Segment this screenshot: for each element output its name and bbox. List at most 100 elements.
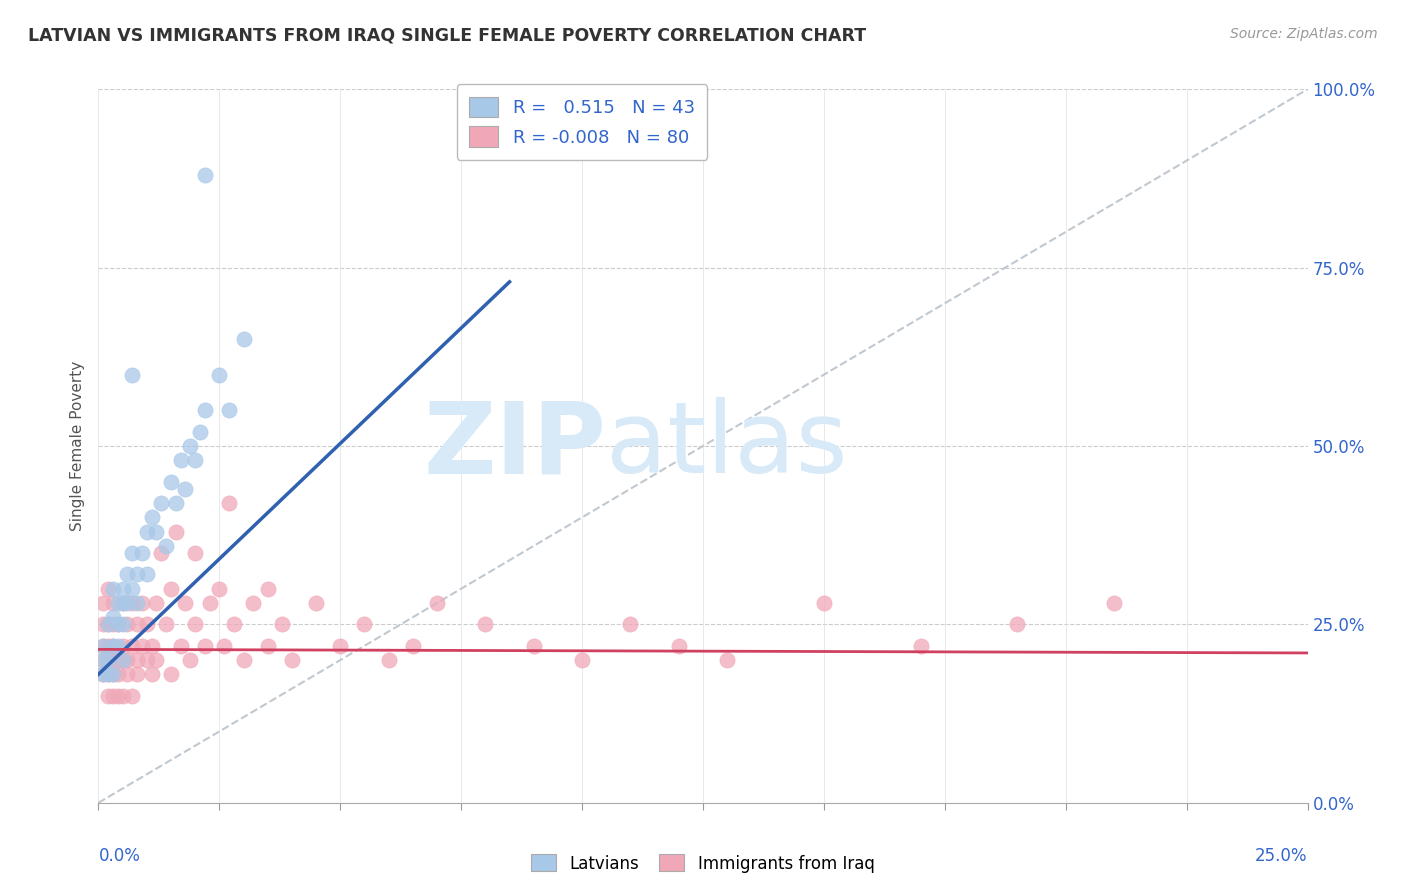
Point [218, 496, 240, 510]
Point [242, 596, 264, 610]
Point [179, 653, 201, 667]
Point [111, 617, 134, 632]
Point [160, 582, 183, 596]
Point [474, 617, 496, 632]
Point [813, 596, 835, 610]
Text: ZIP: ZIP [423, 398, 606, 494]
Point [107, 639, 129, 653]
Point [571, 653, 593, 667]
Point [107, 667, 129, 681]
Point [91, 639, 114, 653]
Point [101, 667, 124, 681]
Text: atlas: atlas [606, 398, 848, 494]
Point [523, 639, 546, 653]
Point [101, 610, 124, 624]
Point [377, 653, 399, 667]
Legend: Latvians, Immigrants from Iraq: Latvians, Immigrants from Iraq [524, 847, 882, 880]
Y-axis label: Single Female Poverty: Single Female Poverty [70, 361, 86, 531]
Point [222, 617, 245, 632]
Point [256, 582, 278, 596]
Point [97, 617, 120, 632]
Point [141, 639, 163, 653]
Point [271, 617, 294, 632]
Point [107, 596, 129, 610]
Point [135, 567, 157, 582]
Point [910, 639, 932, 653]
Point [117, 667, 139, 681]
Point [97, 582, 120, 596]
Point [141, 510, 163, 524]
Point [97, 667, 120, 681]
Point [117, 653, 139, 667]
Point [97, 653, 120, 667]
Point [165, 496, 187, 510]
Point [127, 667, 149, 681]
Point [127, 653, 149, 667]
Point [121, 368, 143, 382]
Point [121, 582, 143, 596]
Point [281, 653, 304, 667]
Point [212, 639, 235, 653]
Point [169, 639, 191, 653]
Point [232, 653, 254, 667]
Point [194, 403, 217, 417]
Point [91, 653, 114, 667]
Point [305, 596, 328, 610]
Point [426, 596, 449, 610]
Point [111, 653, 134, 667]
Point [184, 617, 207, 632]
Text: LATVIAN VS IMMIGRANTS FROM IRAQ SINGLE FEMALE POVERTY CORRELATION CHART: LATVIAN VS IMMIGRANTS FROM IRAQ SINGLE F… [28, 27, 866, 45]
Point [619, 617, 641, 632]
Point [107, 689, 129, 703]
Point [91, 596, 114, 610]
Point [155, 617, 177, 632]
Point [97, 653, 120, 667]
Point [716, 653, 738, 667]
Point [141, 667, 163, 681]
Point [127, 567, 149, 582]
Point [184, 546, 207, 560]
Point [101, 617, 124, 632]
Point [121, 596, 143, 610]
Point [117, 617, 139, 632]
Point [101, 596, 124, 610]
Point [101, 653, 124, 667]
Point [135, 617, 157, 632]
Point [198, 596, 221, 610]
Point [97, 667, 120, 681]
Point [188, 425, 211, 439]
Point [194, 639, 217, 653]
Point [1007, 617, 1029, 632]
Point [131, 639, 153, 653]
Point [107, 653, 129, 667]
Point [127, 617, 149, 632]
Point [402, 639, 425, 653]
Point [329, 639, 352, 653]
Point [107, 617, 129, 632]
Point [101, 667, 124, 681]
Point [111, 582, 134, 596]
Point [107, 617, 129, 632]
Point [232, 332, 254, 346]
Point [174, 596, 197, 610]
Point [101, 689, 124, 703]
Point [91, 653, 114, 667]
Point [97, 689, 120, 703]
Point [135, 653, 157, 667]
Point [91, 667, 114, 681]
Point [111, 639, 134, 653]
Point [101, 639, 124, 653]
Point [256, 639, 278, 653]
Point [160, 475, 183, 489]
Legend: R =   0.515   N = 43, R = -0.008   N = 80: R = 0.515 N = 43, R = -0.008 N = 80 [457, 84, 707, 160]
Point [127, 596, 149, 610]
Point [150, 496, 173, 510]
Point [91, 667, 114, 681]
Point [111, 596, 134, 610]
Point [111, 596, 134, 610]
Point [145, 653, 167, 667]
Point [145, 596, 167, 610]
Point [121, 546, 143, 560]
Point [668, 639, 690, 653]
Text: 0.0%: 0.0% [98, 847, 141, 865]
